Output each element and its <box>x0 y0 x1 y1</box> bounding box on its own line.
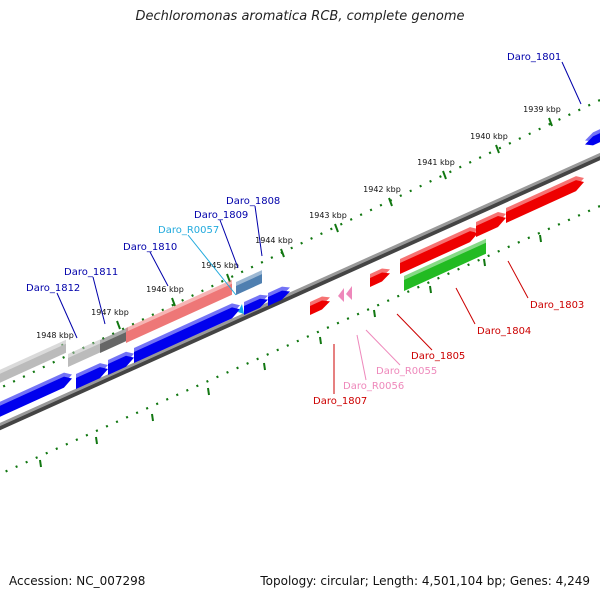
leader-daro_1805 <box>396 313 433 351</box>
map-title: Dechloromonas aromatica RCB, complete ge… <box>135 9 465 24</box>
gene-features <box>0 127 600 419</box>
label-daro_1811[interactable]: Daro_1811 <box>64 267 118 278</box>
label-daro_1809[interactable]: Daro_1809 <box>194 210 248 221</box>
major-tick <box>548 117 553 127</box>
gene-salmon-1810[interactable] <box>126 279 232 343</box>
label-daro_1810[interactable]: Daro_1810 <box>123 242 177 253</box>
inner-ruler <box>0 204 600 476</box>
tick-label: 1946 kbp <box>146 285 184 294</box>
major-tick <box>388 197 393 207</box>
rna-r0057[interactable] <box>238 304 244 314</box>
major-tick <box>116 320 121 330</box>
gene-red-1804[interactable] <box>400 227 478 274</box>
tick-label: 1943 kbp <box>309 211 347 220</box>
outer-ruler <box>0 99 600 389</box>
major-tick <box>280 248 285 258</box>
major-tick <box>334 223 339 233</box>
major-tick <box>495 144 500 154</box>
gene-blue-1801[interactable] <box>585 127 600 146</box>
accession-text: Accession: NC_007298 <box>9 574 146 588</box>
gene-gray-1812[interactable] <box>0 339 66 385</box>
gene-blue-1808[interactable] <box>268 286 290 306</box>
label-daro_1808[interactable]: Daro_1808 <box>226 196 280 207</box>
leader-daro_r0055 <box>365 329 401 366</box>
gene-gray-1811[interactable] <box>68 339 100 367</box>
tick-label: 1944 kbp <box>255 236 293 245</box>
gene-steel-1808[interactable] <box>236 270 262 295</box>
tick-label: 1945 kbp <box>201 261 239 270</box>
inner-major-tick <box>39 459 42 468</box>
inner-major-tick <box>319 336 322 345</box>
inner-major-tick <box>263 362 266 371</box>
gene-blue-1810a[interactable] <box>108 351 134 375</box>
tick-label: 1941 kbp <box>417 158 455 167</box>
gene-labels: Daro_1801 Daro_1808 Daro_1809 Daro_R0057 Dar… <box>26 52 584 407</box>
major-tick <box>442 170 447 180</box>
leader-daro_1801 <box>561 61 582 105</box>
label-daro_1807[interactable]: Daro_1807 <box>313 396 367 407</box>
tick-label: 1942 kbp <box>363 185 401 194</box>
gene-darkgray-1811b[interactable] <box>100 327 128 353</box>
leader-daro_1804 <box>455 287 476 325</box>
backbone-shadow <box>0 154 600 431</box>
backbone <box>0 152 600 427</box>
label-daro_1803[interactable]: Daro_1803 <box>530 300 584 311</box>
genome-summary: Topology: circular; Length: 4,501,104 bp… <box>260 574 590 588</box>
inner-major-tick <box>373 309 376 318</box>
label-daro_r0056[interactable]: Daro_R0056 <box>343 381 404 392</box>
leader-daro_1811 <box>92 276 106 325</box>
inner-major-tick <box>95 436 98 445</box>
gene-red-1807[interactable] <box>310 296 330 315</box>
label-leaders <box>56 61 582 394</box>
gene-blue-1810b[interactable] <box>134 303 240 363</box>
major-tick <box>226 273 231 283</box>
leader-daro_r0057 <box>187 234 237 296</box>
gene-red-1803b[interactable] <box>506 176 584 223</box>
gene-blue-1811[interactable] <box>76 363 108 389</box>
inner-major-tick <box>429 285 432 294</box>
major-tick <box>171 297 176 307</box>
rna-r0056[interactable] <box>338 288 344 302</box>
gene-red-1805[interactable] <box>370 268 390 287</box>
leader-daro_1812 <box>56 292 78 339</box>
gene-blue-1809[interactable] <box>244 294 268 315</box>
leader-daro_1803 <box>507 260 529 299</box>
label-daro_1812[interactable]: Daro_1812 <box>26 283 80 294</box>
inner-major-tick <box>151 413 154 422</box>
label-daro_1805[interactable]: Daro_1805 <box>411 351 465 362</box>
label-daro_r0057[interactable]: Daro_R0057 <box>158 225 219 236</box>
inner-major-tick <box>483 258 486 267</box>
tick-label: 1947 kbp <box>91 308 129 317</box>
tick-marks: 1939 kbp 1940 kbp 1941 kbp 1942 kbp 1943 kbp… <box>36 105 561 468</box>
tick-label: 1940 kbp <box>470 132 508 141</box>
gene-red-1803a[interactable] <box>476 211 506 237</box>
inner-major-tick <box>207 387 210 396</box>
label-daro_1804[interactable]: Daro_1804 <box>477 326 531 337</box>
leader-daro_1810 <box>149 251 169 287</box>
leader-daro_1809 <box>219 219 239 269</box>
tick-label: 1939 kbp <box>523 105 561 114</box>
gene-blue-1812[interactable] <box>0 372 72 419</box>
inner-major-tick <box>539 234 542 243</box>
leader-daro_1808 <box>254 205 263 257</box>
tick-label: 1948 kbp <box>36 331 74 340</box>
label-daro_1801[interactable]: Daro_1801 <box>507 52 561 63</box>
rna-r0055[interactable] <box>346 286 352 300</box>
label-daro_r0055[interactable]: Daro_R0055 <box>376 366 437 377</box>
gene-green-1804[interactable] <box>404 238 486 291</box>
leader-daro_r0056 <box>356 334 367 381</box>
